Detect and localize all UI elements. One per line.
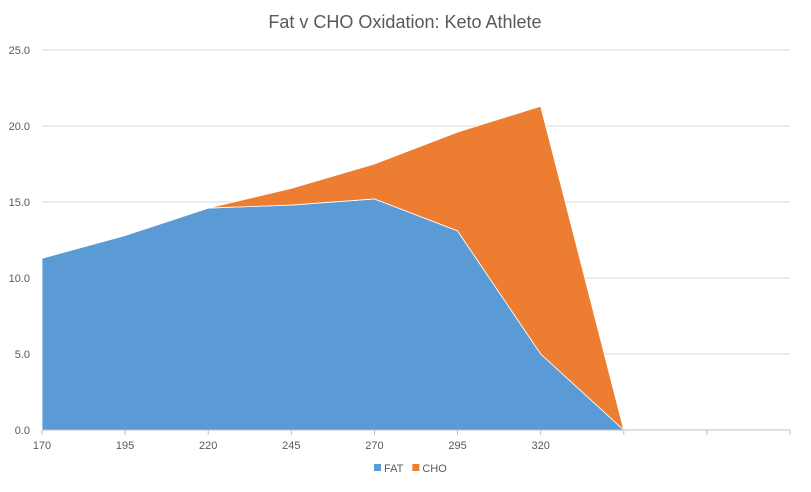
y-tick-label: 5.0: [15, 349, 30, 361]
x-tick-label: 320: [531, 440, 549, 452]
legend-label-cho: CHO: [422, 463, 447, 475]
legend: FAT CHO: [374, 463, 447, 475]
x-tick-label: 295: [448, 440, 466, 452]
x-axis-labels: 170 195 220 245 270 295 320: [33, 440, 550, 452]
x-tick-label: 195: [116, 440, 134, 452]
x-axis: [41, 429, 791, 435]
y-tick-label: 15.0: [9, 197, 30, 209]
chart-title: Fat v CHO Oxidation: Keto Athlete: [268, 12, 541, 32]
x-tick-label: 245: [282, 440, 300, 452]
y-tick-label: 20.0: [9, 121, 30, 133]
plot-area: [41, 105, 625, 432]
legend-swatch-fat: [374, 464, 381, 471]
legend-label-fat: FAT: [384, 463, 404, 475]
x-tick-label: 220: [199, 440, 217, 452]
x-tick-label: 270: [365, 440, 383, 452]
y-tick-label: 10.0: [9, 273, 30, 285]
legend-swatch-cho: [412, 464, 420, 471]
x-tick-label: 170: [33, 440, 51, 452]
y-axis: 0.0 5.0 10.0 15.0 20.0 25.0: [9, 45, 30, 437]
y-tick-label: 25.0: [9, 45, 30, 57]
y-tick-label: 0.0: [15, 425, 30, 437]
